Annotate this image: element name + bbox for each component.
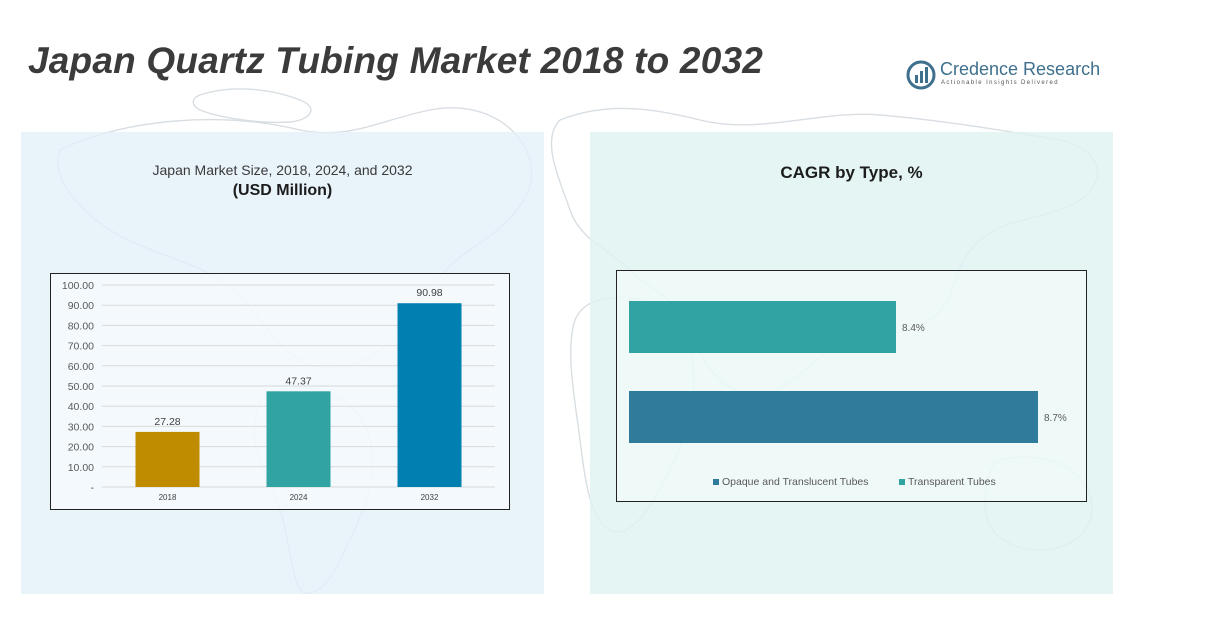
bar-transparent-tubes (629, 301, 896, 353)
y-tick-label: 20.00 (68, 442, 94, 454)
y-tick-label: 90.00 (68, 300, 94, 312)
cagr-horizontal-bar-chart: 8.4% 8.7% Opaque and Translucent Tubes Tran… (616, 270, 1087, 502)
legend-entry: Opaque and Translucent Tubes (722, 476, 869, 488)
market-size-chart-title: Japan Market Size, 2018, 2024, and 2032 (152, 162, 413, 178)
y-tick-label: 60.00 (68, 361, 94, 373)
bar-value-label: 27.28 (154, 416, 180, 428)
cagr-panel (590, 132, 1113, 594)
bar-2024 (266, 391, 331, 487)
logo-name: Credence Research (940, 59, 1100, 80)
bar-value-label: 8.4% (902, 323, 925, 334)
logo-name-part1: Credence (940, 59, 1019, 79)
cagr-chart-title: CAGR by Type, % (780, 163, 923, 182)
bar-2018 (135, 431, 200, 487)
bar-value-label: 8.7% (1044, 413, 1067, 424)
x-tick-label: 2032 (421, 493, 439, 502)
page-title: Japan Quartz Tubing Market 2018 to 2032 (28, 40, 764, 81)
legend-swatch (899, 479, 905, 485)
legend-swatch (713, 479, 719, 485)
y-tick-label: 40.00 (68, 401, 94, 413)
y-tick-label: 80.00 (68, 320, 94, 332)
x-tick-label: 2018 (159, 493, 177, 502)
y-tick-label: 50.00 (68, 381, 94, 393)
logo-tagline: Actionable Insights Delivered (941, 80, 1059, 86)
y-tick-label: 100.00 (62, 280, 94, 292)
y-tick-label: - (91, 482, 95, 494)
y-tick-label: 70.00 (68, 341, 94, 353)
bar-opaque-and-translucent-tubes (629, 391, 1038, 443)
bar-value-label: 47.37 (285, 375, 311, 387)
legend-entry: Transparent Tubes (908, 476, 996, 488)
credence-research-logo: Credence Research Actionable Insights De… (906, 58, 1106, 94)
bar-2032 (397, 303, 462, 487)
market-size-bar-chart: - 10.00 20.00 30.00 40.00 50.00 60.00 70.00 80.0… (50, 273, 510, 510)
market-size-chart-subtitle: (USD Million) (232, 182, 333, 199)
bar-value-label: 90.98 (416, 287, 442, 299)
logo-name-part2: Research (1018, 59, 1101, 79)
x-tick-label: 2024 (290, 493, 308, 502)
y-tick-label: 10.00 (68, 462, 94, 474)
y-tick-label: 30.00 (68, 421, 94, 433)
logo-icon (906, 60, 936, 90)
